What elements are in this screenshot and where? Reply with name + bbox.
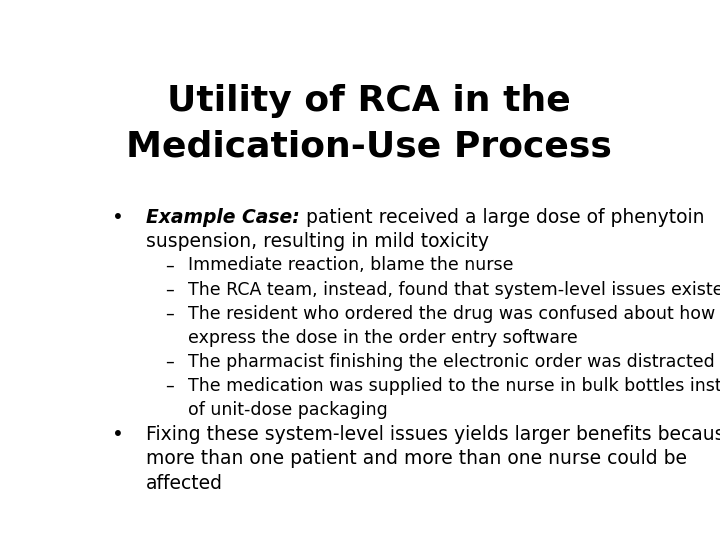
Text: The pharmacist finishing the electronic order was distracted: The pharmacist finishing the electronic … (188, 353, 714, 371)
Text: –: – (166, 256, 174, 274)
Text: Fixing these system-level issues yields larger benefits because: Fixing these system-level issues yields … (145, 426, 720, 444)
Text: The RCA team, instead, found that system-level issues existed: The RCA team, instead, found that system… (188, 281, 720, 299)
Text: The resident who ordered the drug was confused about how to: The resident who ordered the drug was co… (188, 305, 720, 323)
Text: –: – (166, 281, 174, 299)
Text: more than one patient and more than one nurse could be: more than one patient and more than one … (145, 449, 687, 468)
Text: of unit-dose packaging: of unit-dose packaging (188, 401, 387, 419)
Text: The medication was supplied to the nurse in bulk bottles instead: The medication was supplied to the nurse… (188, 377, 720, 395)
Text: Example Case:: Example Case: (145, 208, 300, 227)
Text: affected: affected (145, 474, 222, 492)
Text: –: – (166, 377, 174, 395)
Text: •: • (112, 426, 124, 444)
Text: express the dose in the order entry software: express the dose in the order entry soft… (188, 329, 577, 347)
Text: •: • (112, 208, 124, 227)
Text: suspension, resulting in mild toxicity: suspension, resulting in mild toxicity (145, 232, 489, 251)
Text: –: – (166, 305, 174, 323)
Text: Utility of RCA in the: Utility of RCA in the (167, 84, 571, 118)
Text: patient received a large dose of phenytoin: patient received a large dose of phenyto… (300, 208, 704, 227)
Text: Immediate reaction, blame the nurse: Immediate reaction, blame the nurse (188, 256, 513, 274)
Text: Medication-Use Process: Medication-Use Process (126, 129, 612, 163)
Text: –: – (166, 353, 174, 371)
